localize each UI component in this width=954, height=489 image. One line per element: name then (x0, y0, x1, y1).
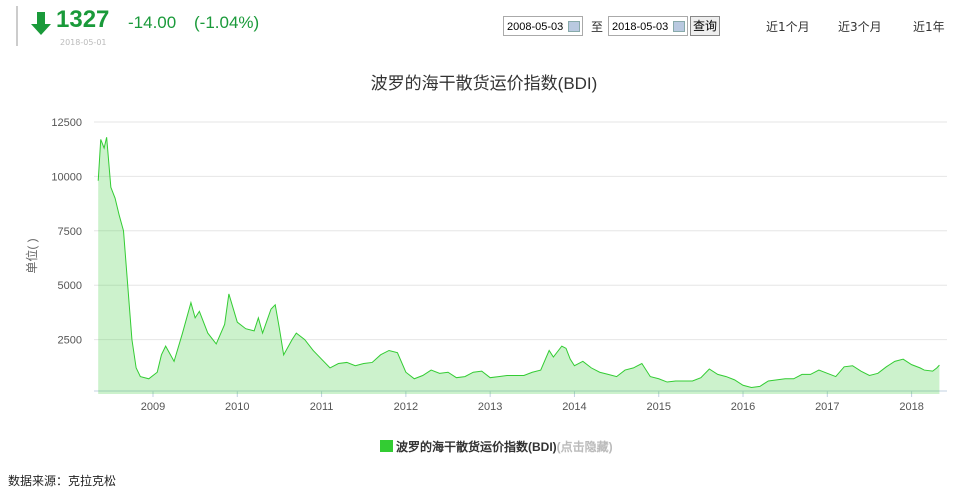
x-tick-label: 2015 (646, 401, 670, 413)
change: -14.00 (128, 13, 177, 32)
date: 2018-05-01 (60, 38, 107, 47)
line (97, 137, 940, 388)
end-date-text: 2018-05-03 (612, 21, 669, 33)
area (98, 137, 940, 394)
x-tick-label: 2014 (562, 401, 586, 413)
y-axis-label: 单位( ) (24, 238, 39, 273)
legend-hint[interactable]: (点击隐藏) (557, 439, 613, 454)
legend-label[interactable]: 波罗的海干散货运价指数(BDI) (396, 439, 557, 454)
range-link[interactable]: 近3个月 (838, 20, 882, 34)
chart: 波罗的海干散货运价指数(BDI) 单位( ) 2500 5000 7500 10000… (24, 74, 947, 454)
x-tick-label: 2011 (310, 401, 334, 413)
x-tick-label: 2016 (731, 401, 755, 413)
start-date-text: 2008-05-03 (507, 21, 564, 33)
divider (16, 6, 18, 46)
source: 数据来源：克拉克松 (8, 474, 117, 488)
down-arrow (31, 12, 51, 35)
y-tick-label: 2500 (58, 335, 82, 347)
x-tick-label: 2010 (225, 401, 249, 413)
x-tick-label: 2009 (141, 401, 165, 413)
end-date[interactable]: 2018-05-03 (608, 16, 688, 36)
range-link[interactable]: 近1个月 (766, 20, 810, 34)
separator: 至 (591, 20, 604, 34)
x-tick-label: 2018 (899, 401, 923, 413)
legend-swatch[interactable] (380, 440, 393, 452)
price: 1327 (56, 6, 110, 33)
y-tick-label: 10000 (51, 171, 82, 183)
start-date[interactable]: 2008-05-03 (503, 16, 583, 36)
change-pct: (-1.04%) (194, 13, 260, 32)
range-link[interactable]: 近1年 (913, 20, 945, 34)
chart-title: 波罗的海干散货运价指数(BDI) (371, 74, 598, 93)
query-button[interactable]: 查询 (690, 16, 721, 36)
y-tick-label: 5000 (58, 280, 82, 292)
x-tick-label: 2017 (815, 401, 839, 413)
x-tick-label: 2012 (394, 401, 418, 413)
y-tick-label: 7500 (58, 226, 82, 238)
y-tick-label: 12500 (51, 117, 82, 129)
x-tick-label: 2013 (478, 401, 502, 413)
